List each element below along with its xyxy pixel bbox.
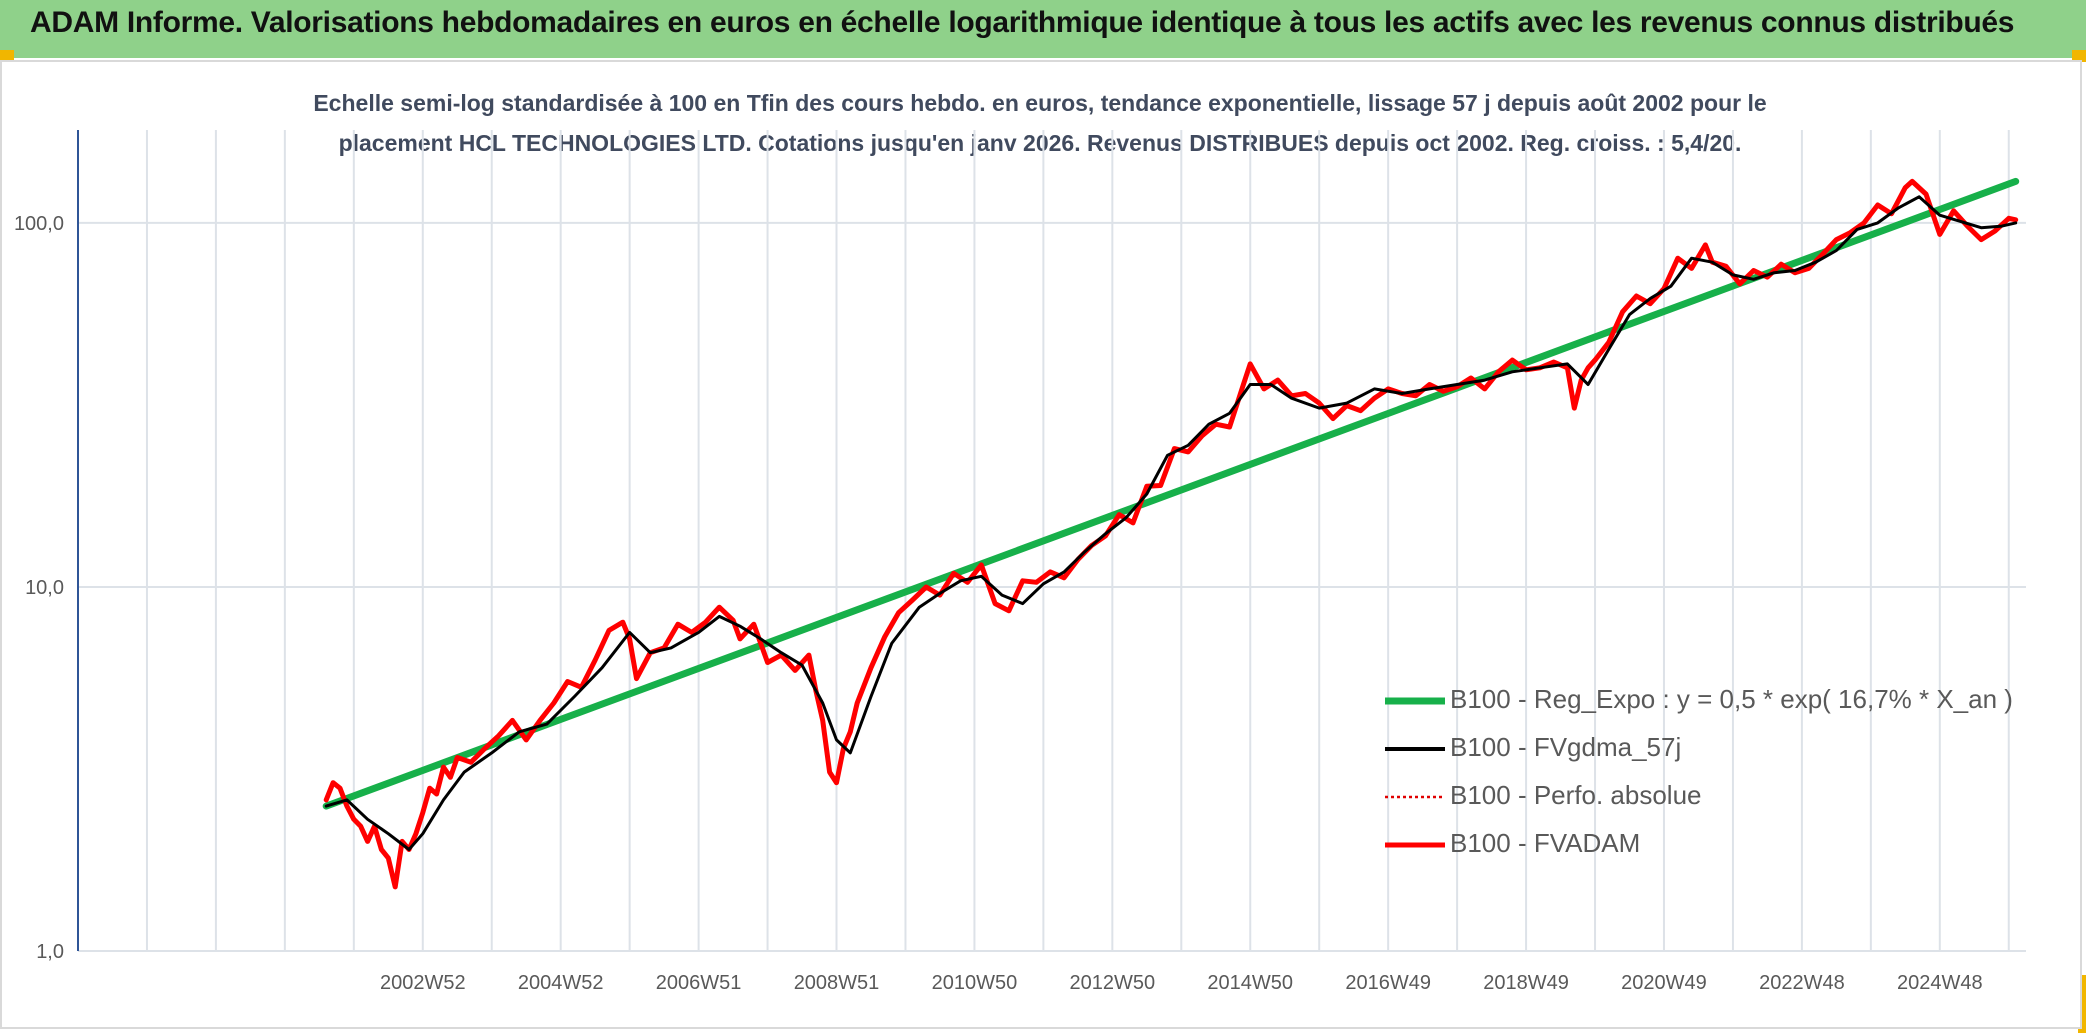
x-tick-label: 2018W49 [1483, 972, 1569, 994]
x-tick-label: 2004W52 [518, 972, 604, 994]
x-tick-label: 2020W49 [1621, 972, 1707, 994]
axis-layer: 1,0 10,0 100,0 2002W52 2004W52 2006W51 2008W51… [14, 130, 1983, 994]
legend-swatches [1385, 697, 1445, 848]
x-tick-label: 2022W48 [1759, 972, 1845, 994]
chart-title: Echelle semi-log standardisée à 100 en T… [313, 90, 1767, 116]
x-tick-label: 2010W50 [932, 972, 1018, 994]
title-banner: ADAM Informe. Valorisations hebdomadaire… [0, 0, 2086, 58]
series-layer [322, 177, 2020, 890]
x-tick-label: 2024W48 [1897, 972, 1983, 994]
y-tick-label: 1,0 [36, 941, 64, 963]
corner-marker-top-right [2072, 50, 2086, 62]
series-line-bold [323, 178, 2019, 890]
legend-entry-regression: B100 - Reg_Expo : y = 0,5 * exp( 16,7% *… [1450, 684, 2013, 714]
x-tick-label: 2014W50 [1207, 972, 1293, 994]
corner-marker-top-left [0, 50, 14, 62]
chart-subtitle: placement HCL TECHNOLOGIES LTD. Cotation… [338, 130, 1742, 156]
series-line-smooth [324, 195, 2018, 851]
legend-entry-dotted: B100 - Perfo. absolue [1450, 780, 1702, 810]
report-title: ADAM Informe. Valorisations hebdomadaire… [30, 6, 2015, 39]
grid-layer [77, 130, 2026, 952]
x-tick-label: 2006W51 [656, 972, 742, 994]
x-tick-label: 2012W50 [1070, 972, 1156, 994]
legend-entry-smooth: B100 - FVgdma_57j [1450, 732, 1682, 762]
x-tick-label: 2016W49 [1345, 972, 1431, 994]
legend-entry-bold: B100 - FVADAM [1450, 828, 1641, 858]
series-line-regression [322, 177, 2020, 810]
y-tick-label: 100,0 [14, 213, 64, 235]
corner-marker-bottom-right [2078, 975, 2086, 1033]
x-tick-label: 2008W51 [794, 972, 880, 994]
y-tick-label: 10,0 [25, 577, 64, 599]
x-tick-label: 2002W52 [380, 972, 466, 994]
